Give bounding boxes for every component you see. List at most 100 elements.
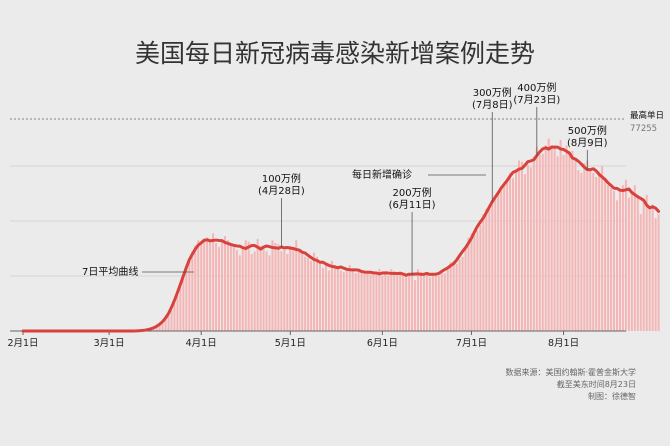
daily-bar <box>476 230 479 332</box>
peak-value: 77255 <box>630 124 657 134</box>
daily-bar <box>167 315 170 332</box>
daily-bar <box>220 241 223 332</box>
daily-bar <box>470 233 473 332</box>
daily-bar <box>390 269 393 332</box>
x-ticks-group: 2月1日 3月1日 4月1日 5月1日 6月1日 7月1日 8月1日 <box>7 331 579 349</box>
daily-bar <box>188 258 191 332</box>
milestone-date: (8月9日) <box>567 137 608 149</box>
daily-bar <box>574 160 577 331</box>
daily-bar <box>503 182 506 331</box>
source-line-1: 数据来源：美国约翰斯·霍普金斯大学 <box>505 367 636 377</box>
daily-bar <box>173 303 176 331</box>
daily-bar <box>428 277 431 332</box>
daily-bar <box>289 245 292 331</box>
avg-label: 7日平均曲线 <box>82 265 138 278</box>
daily-bar <box>206 237 209 331</box>
daily-bar <box>630 190 633 331</box>
daily-bar <box>283 249 286 332</box>
daily-bar <box>618 189 621 332</box>
daily-bar <box>604 178 607 332</box>
x-tick-label: 7月1日 <box>456 338 487 349</box>
daily-bar <box>223 236 226 332</box>
daily-bar <box>464 248 467 331</box>
daily-bar <box>321 267 324 331</box>
daily-bar <box>155 327 158 331</box>
daily-bar <box>295 240 298 331</box>
daily-bar <box>298 248 301 331</box>
daily-bar <box>378 269 381 332</box>
milestone-date: (7月8日) <box>472 99 513 111</box>
milestone-label: 400万例 <box>517 81 556 94</box>
source-line-3: 制图：徐德智 <box>588 391 636 401</box>
daily-bar <box>512 178 515 332</box>
daily-bar <box>399 271 402 332</box>
daily-bar <box>158 325 161 331</box>
daily-bar <box>515 171 518 331</box>
daily-bar <box>494 197 497 332</box>
daily-bar <box>381 276 384 331</box>
daily-bar <box>636 194 639 332</box>
daily-bar <box>419 271 422 332</box>
daily-bar <box>559 139 562 332</box>
daily-bar <box>500 188 503 331</box>
daily-bar <box>479 225 482 332</box>
daily-bar <box>393 271 396 332</box>
daily-bar <box>342 271 345 332</box>
daily-bar <box>339 270 342 331</box>
daily-bar <box>179 282 182 332</box>
daily-bar <box>529 167 532 332</box>
daily-bar <box>292 247 295 332</box>
daily-bar <box>271 240 274 331</box>
daily-bar <box>203 238 206 332</box>
bars-group <box>143 138 660 332</box>
daily-bar <box>562 155 565 331</box>
daily-bar <box>307 258 310 332</box>
daily-bar <box>598 171 601 331</box>
daily-bar <box>197 240 200 331</box>
x-tick-label: 3月1日 <box>94 338 125 349</box>
daily-bar <box>274 243 277 331</box>
daily-bar <box>520 161 523 332</box>
daily-bar <box>402 274 405 332</box>
daily-bar <box>327 270 330 331</box>
daily-bar <box>268 255 271 332</box>
daily-bar <box>452 260 455 332</box>
daily-bar <box>485 208 488 332</box>
daily-bar <box>212 233 215 332</box>
x-tick-label: 8月1日 <box>548 338 579 349</box>
daily-bar <box>437 276 440 331</box>
daily-bar <box>482 214 485 332</box>
daily-bar <box>601 166 604 331</box>
daily-bar <box>170 310 173 332</box>
daily-bar <box>541 153 544 332</box>
daily-bar <box>425 274 428 332</box>
daily-bar <box>253 251 256 331</box>
daily-bar <box>280 251 283 331</box>
daily-bar <box>360 271 363 332</box>
daily-bar <box>595 177 598 331</box>
daily-bar <box>535 146 538 331</box>
daily-bar <box>517 160 520 331</box>
daily-bar <box>633 185 636 331</box>
source-line-2: 截至美东时间8月23日 <box>557 379 636 389</box>
daily-bar <box>244 240 247 331</box>
daily-bar <box>417 269 420 332</box>
daily-bar <box>387 276 390 331</box>
daily-bar <box>176 295 179 331</box>
daily-bar <box>256 238 259 332</box>
daily-bar <box>568 150 571 332</box>
daily-bar <box>509 172 512 332</box>
daily-bar <box>408 273 411 331</box>
daily-bar <box>488 207 491 331</box>
x-tick-label: 5月1日 <box>275 338 306 349</box>
daily-bar <box>194 245 197 331</box>
avg-line <box>21 145 661 333</box>
daily-bar <box>226 240 229 331</box>
daily-bar <box>547 138 550 331</box>
daily-bar <box>571 150 574 332</box>
daily-bar <box>265 251 268 331</box>
daily-bar <box>556 156 559 332</box>
daily-bar <box>431 273 434 331</box>
daily-bar <box>218 247 221 332</box>
